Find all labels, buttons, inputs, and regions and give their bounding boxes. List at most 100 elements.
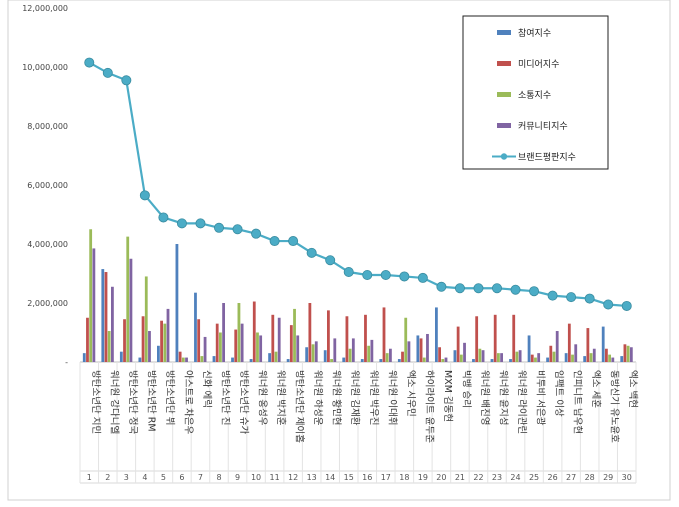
bar-커뮤니티지수	[222, 303, 225, 362]
x-category-label: 방탄소년단 RM	[145, 370, 156, 432]
line-point	[269, 236, 280, 247]
bar-소통지수	[571, 354, 574, 363]
x-index-label: 10	[251, 473, 261, 482]
y-tick-label: 6,000,000	[27, 181, 68, 190]
legend-label: 미디어지수	[518, 59, 559, 70]
bar-소통지수	[385, 353, 389, 362]
y-tick-label: -	[65, 358, 68, 367]
bar-미디어지수	[308, 303, 312, 362]
bar-커뮤니티지수	[481, 350, 485, 362]
bar-소통지수	[626, 345, 630, 362]
bar-커뮤니티지수	[111, 286, 114, 362]
x-category-label: 신화 에릭	[201, 370, 213, 408]
bar-참여지수	[323, 350, 327, 362]
bar-참여지수	[268, 353, 271, 362]
x-category-label: 워너원 황민현	[331, 370, 342, 425]
x-category-label: 워너원 윤지성	[498, 370, 509, 425]
line-point	[232, 224, 243, 235]
bar-미디어지수	[215, 323, 219, 362]
line-point	[380, 269, 391, 280]
bar-커뮤니티지수	[407, 341, 411, 362]
bar-참여지수	[175, 244, 179, 362]
bar-소통지수	[404, 317, 408, 362]
x-index-label: 18	[399, 473, 409, 482]
bar-소통지수	[497, 353, 500, 362]
bar-커뮤니티지수	[518, 350, 522, 362]
bar-커뮤니티지수	[92, 248, 96, 362]
bar-미디어지수	[512, 314, 516, 362]
bar-미디어지수	[289, 325, 293, 363]
x-category-label: 인피니트 남우현	[572, 370, 583, 434]
bar-참여지수	[416, 335, 420, 362]
bar-소통지수	[89, 229, 93, 362]
bar-커뮤니티지수	[185, 357, 188, 362]
bar-소통지수	[348, 348, 352, 362]
bar-참여지수	[249, 359, 253, 362]
bar-미디어지수	[567, 323, 571, 362]
x-category-label: 워너원 박우진	[368, 370, 379, 425]
x-index-label: 26	[548, 473, 558, 482]
bar-미디어지수	[197, 319, 201, 362]
x-category-label: 워너원 이대휘	[386, 370, 397, 425]
line-point	[343, 267, 354, 278]
bar-참여지수	[546, 357, 549, 362]
bar-미디어지수	[586, 328, 590, 362]
bar-참여지수	[453, 350, 457, 362]
legend-label: 소통지수	[518, 90, 551, 101]
x-index-label: 2	[105, 473, 110, 482]
bar-소통지수	[478, 348, 482, 362]
x-category-label: MXM 김동현	[442, 370, 454, 422]
bar-커뮤니티지수	[463, 342, 466, 362]
x-index-label: 29	[603, 473, 613, 482]
bar-커뮤니티지수	[351, 338, 355, 362]
x-index-label: 19	[418, 473, 428, 482]
y-tick-label: 8,000,000	[27, 122, 68, 131]
x-index-label: 30	[622, 473, 632, 482]
bar-참여지수	[119, 351, 123, 362]
bar-참여지수	[564, 353, 568, 362]
bar-미디어지수	[438, 347, 441, 362]
bar-소통지수	[219, 332, 222, 362]
bar-참여지수	[601, 326, 605, 362]
bar-소통지수	[256, 332, 259, 362]
bar-미디어지수	[178, 351, 182, 362]
bar-소통지수	[293, 308, 296, 362]
line-point	[306, 247, 317, 258]
line-point	[473, 283, 484, 294]
line-point	[251, 228, 262, 239]
bar-참여지수	[360, 359, 364, 362]
y-tick-label: 2,000,000	[27, 299, 68, 308]
x-index-label: 1	[87, 473, 92, 482]
line-point	[139, 190, 150, 201]
bar-미디어지수	[493, 314, 497, 362]
bar-참여지수	[138, 357, 142, 362]
x-index-label: 20	[436, 473, 446, 482]
bar-참여지수	[231, 357, 234, 362]
bar-커뮤니티지수	[296, 335, 300, 362]
bar-소통지수	[126, 236, 130, 363]
line-point	[621, 300, 632, 311]
x-index-label: 6	[179, 473, 184, 482]
line-point	[491, 283, 502, 294]
x-index-label: 13	[307, 473, 317, 482]
x-category-label: 워너원 김재환	[349, 370, 361, 426]
bar-커뮤니티지수	[574, 344, 578, 362]
x-category-label: 동방신기 유노윤호	[609, 370, 620, 443]
line-point	[529, 286, 540, 297]
bar-참여지수	[305, 347, 309, 362]
x-index-label: 17	[381, 473, 391, 482]
line-series	[84, 57, 632, 311]
bar-소통지수	[367, 345, 371, 362]
bar-소통지수	[608, 354, 611, 363]
bar-커뮤니티지수	[277, 317, 281, 362]
x-index-label: 9	[235, 473, 240, 482]
bar-커뮤니티지수	[333, 338, 337, 362]
line-point	[102, 67, 113, 78]
x-index-label: 23	[492, 473, 502, 482]
bar-커뮤니티지수	[148, 331, 151, 362]
x-category-label: 워너원 옹성우	[257, 370, 268, 426]
bar-참여지수	[490, 359, 494, 362]
bar-소통지수	[274, 351, 278, 362]
bar-커뮤니티지수	[166, 308, 170, 362]
